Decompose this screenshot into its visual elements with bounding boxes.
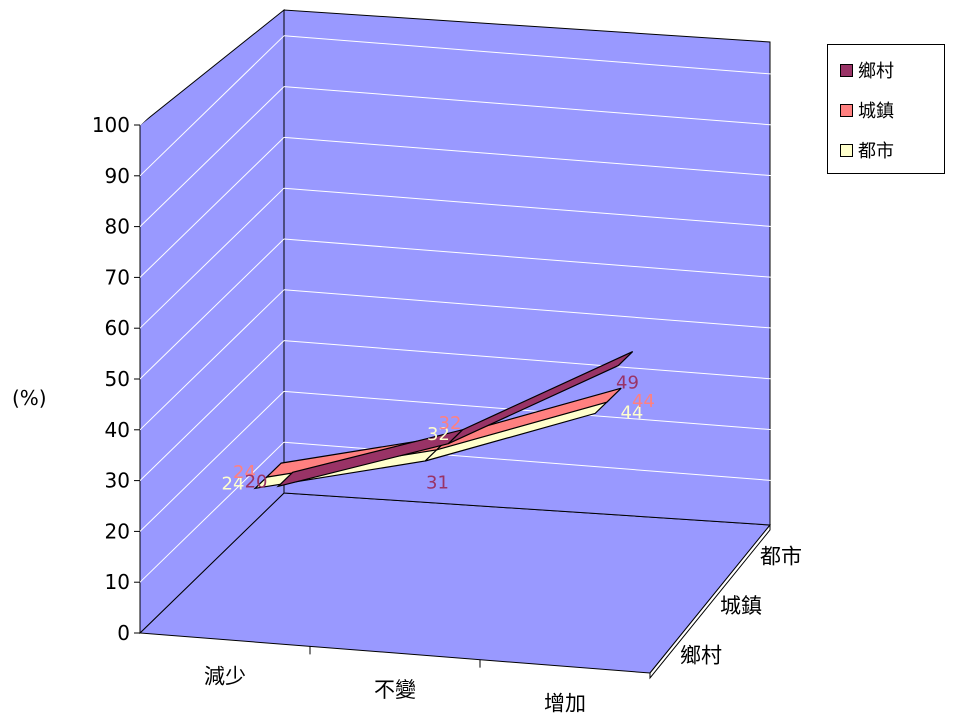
gridline xyxy=(139,289,285,431)
depth-label: 都市 xyxy=(760,545,802,569)
data-labels: 24 32 44 24 32 44 20 31 49 xyxy=(222,373,655,495)
gridline xyxy=(139,340,285,481)
x-category-label: 減少 xyxy=(204,665,246,689)
legend: 鄉村 城鎮 都市 xyxy=(827,44,945,174)
gridline xyxy=(139,0,270,126)
depth-axis-labels: 鄉村 城鎮 都市 xyxy=(680,545,802,668)
gridline xyxy=(283,187,795,229)
gridline xyxy=(139,35,285,177)
legend-item-town: 城鎮 xyxy=(840,97,894,123)
gridline xyxy=(139,238,285,380)
gridline xyxy=(283,136,795,178)
gridline xyxy=(283,340,795,382)
legend-swatch xyxy=(840,63,853,77)
data-label: 24 xyxy=(233,462,256,483)
depth-label: 城鎮 xyxy=(720,594,762,618)
data-label: 32 xyxy=(427,424,450,445)
y-tick-label: 60 xyxy=(105,316,130,340)
x-category-label: 增加 xyxy=(544,691,586,713)
legend-label: 城鎮 xyxy=(858,101,894,122)
y-axis-ticks: 0 10 20 30 40 50 60 70 80 90 100 xyxy=(92,113,140,645)
x-category-label: 不變 xyxy=(374,678,416,702)
data-label: 44 xyxy=(620,402,643,423)
data-label: 24 xyxy=(222,473,245,494)
gridline xyxy=(139,86,285,227)
data-label: 32 xyxy=(439,413,462,434)
legend-label: 鄉村 xyxy=(858,61,894,82)
data-label: 20 xyxy=(245,471,268,492)
legend-swatch xyxy=(840,143,853,157)
series-ribbons xyxy=(253,351,634,490)
data-label: 31 xyxy=(426,473,449,494)
right-side xyxy=(649,523,771,680)
y-tick-label: 40 xyxy=(105,418,130,442)
gridline xyxy=(139,187,285,329)
ribbon-segment xyxy=(447,351,634,445)
y-tick-label: 10 xyxy=(105,570,130,594)
gridline xyxy=(283,86,795,128)
gridline xyxy=(283,35,795,77)
gridline xyxy=(139,391,285,532)
y-tick-label: 90 xyxy=(105,164,130,188)
gridline xyxy=(283,238,795,280)
y-tick-label: 20 xyxy=(105,519,130,543)
data-label: 49 xyxy=(616,373,639,394)
legend-item-rural: 鄉村 xyxy=(840,57,894,83)
y-tick-label: 100 xyxy=(92,113,130,137)
y-axis-label: (%) xyxy=(12,386,47,410)
gridline xyxy=(283,289,795,331)
legend-swatch xyxy=(840,103,853,117)
gridline xyxy=(139,137,285,278)
y-tick-label: 80 xyxy=(105,215,130,239)
y-tick-label: 30 xyxy=(105,469,130,493)
depth-label: 鄉村 xyxy=(680,643,722,667)
gridline xyxy=(139,441,285,583)
y-tick-label: 50 xyxy=(105,367,130,391)
legend-item-city: 都市 xyxy=(840,137,894,163)
y-tick-label: 0 xyxy=(117,621,130,645)
back-wall xyxy=(283,9,771,526)
legend-label: 都市 xyxy=(858,141,894,162)
data-label: 44 xyxy=(632,391,655,412)
gridline xyxy=(468,0,795,26)
y-tick-label: 70 xyxy=(105,265,130,289)
